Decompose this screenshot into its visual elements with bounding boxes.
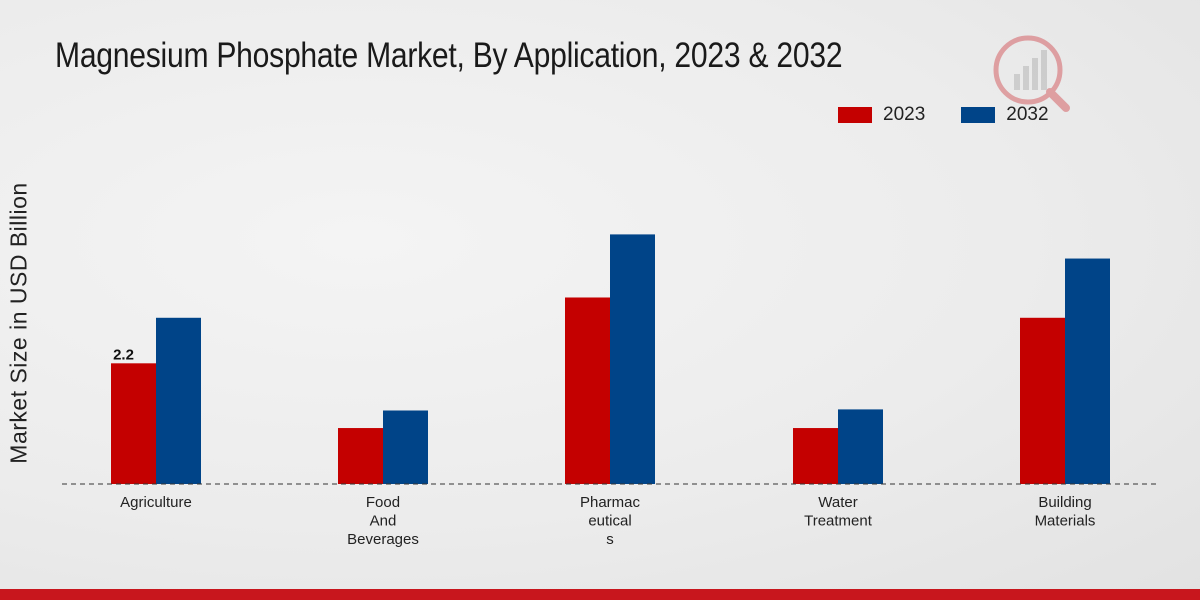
bottom-accent-bar	[0, 589, 1200, 600]
x-tick-label-2: Pharmac eutical s	[580, 494, 641, 548]
legend-label-2032: 2032	[1006, 104, 1049, 125]
x-tick-label-4: Building Materials	[1035, 494, 1096, 530]
legend-label-2023: 2023	[883, 104, 926, 125]
bar-2023-4	[1020, 317, 1065, 484]
x-tick-label-1: Food And Beverages	[347, 494, 419, 548]
legend-swatch-2032	[961, 107, 996, 123]
bar-2032-0	[156, 317, 201, 484]
x-tick-label-3: Water Treatment	[804, 494, 873, 530]
chart-title: Magnesium Phosphate Market, By Applicati…	[55, 36, 843, 75]
bar-2023-1	[338, 428, 383, 484]
legend: 2023 2032	[838, 104, 1085, 126]
legend-item-2032: 2032	[961, 104, 1049, 126]
legend-swatch-2023	[838, 107, 872, 123]
bar-2032-2	[610, 234, 655, 484]
bar-2023-3	[793, 428, 838, 484]
bar-2023-0	[111, 363, 156, 484]
legend-item-2023: 2023	[838, 104, 925, 126]
data-label-0: 2.2	[113, 346, 134, 363]
bar-2023-2	[565, 297, 610, 484]
bar-2032-4	[1065, 258, 1110, 484]
bar-2032-1	[383, 410, 428, 484]
bar-2032-3	[838, 409, 883, 484]
brand-logo-icon	[993, 35, 1070, 112]
x-tick-label-0: Agriculture	[120, 494, 192, 511]
